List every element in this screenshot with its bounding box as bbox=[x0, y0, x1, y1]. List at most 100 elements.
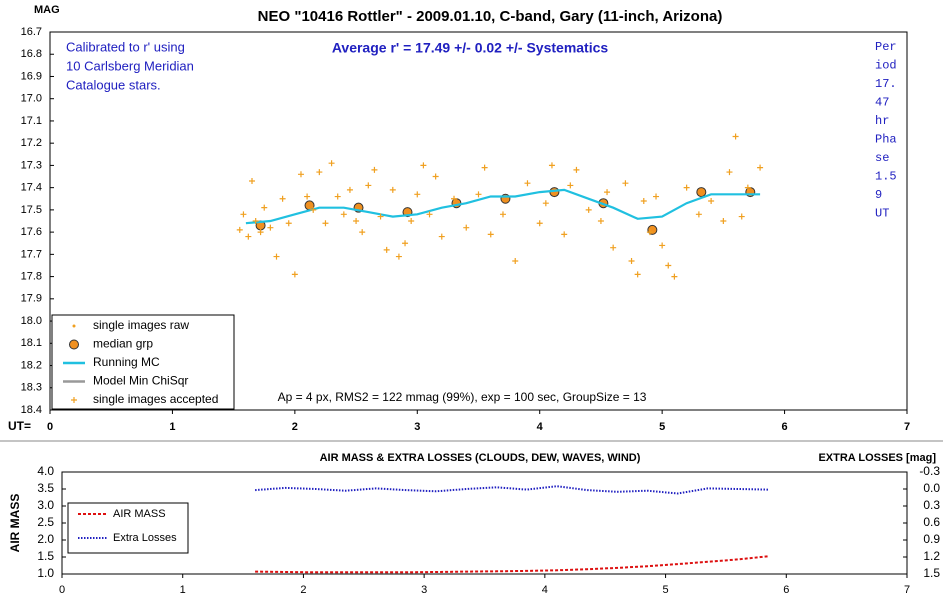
image-point bbox=[475, 191, 482, 198]
y-axis-label: MAG bbox=[34, 4, 60, 16]
median-point bbox=[647, 224, 658, 235]
x-tick-label: 1 bbox=[180, 584, 186, 596]
legend-label: AIR MASS bbox=[113, 508, 166, 520]
legend-label: median grp bbox=[93, 337, 153, 351]
x-tick-label: 4 bbox=[537, 421, 544, 433]
image-point bbox=[659, 242, 666, 249]
period-note: UT bbox=[875, 207, 889, 221]
y-tick-label: 17.9 bbox=[21, 293, 42, 305]
image-point bbox=[481, 164, 488, 171]
image-point bbox=[463, 224, 470, 231]
y-tick-label: 17.3 bbox=[21, 159, 42, 171]
image-point bbox=[628, 258, 635, 265]
x-tick-label: 2 bbox=[292, 421, 298, 433]
image-point bbox=[340, 211, 347, 218]
image-point bbox=[267, 224, 274, 231]
image-point bbox=[420, 162, 427, 169]
y2-axis-label: EXTRA LOSSES [mag] bbox=[818, 452, 936, 464]
image-point bbox=[279, 195, 286, 202]
image-point bbox=[695, 211, 702, 218]
image-point bbox=[671, 273, 678, 280]
image-point bbox=[389, 186, 396, 193]
legend-label: Model Min ChiSqr bbox=[93, 374, 188, 388]
y-tick-label: 16.7 bbox=[21, 26, 42, 38]
image-point bbox=[438, 233, 445, 240]
legend-label: single images accepted bbox=[93, 392, 218, 406]
image-point bbox=[328, 160, 335, 167]
image-point bbox=[708, 197, 715, 204]
image-point bbox=[408, 218, 415, 224]
y-tick-label: 17.1 bbox=[21, 115, 42, 127]
x-tick-label: 7 bbox=[904, 421, 910, 433]
image-point bbox=[561, 231, 568, 238]
image-point bbox=[245, 233, 252, 240]
legend-label: Running MC bbox=[93, 355, 160, 369]
image-point bbox=[316, 169, 323, 176]
image-point bbox=[346, 186, 353, 193]
y-tick-label: 18.2 bbox=[21, 359, 42, 371]
image-point bbox=[432, 173, 439, 180]
image-point bbox=[573, 166, 580, 173]
image-point bbox=[353, 218, 360, 224]
image-point bbox=[487, 231, 494, 238]
y-tick-label: 17.0 bbox=[21, 93, 42, 105]
annotation: Catalogue stars. bbox=[66, 77, 161, 92]
y-tick-label: 2.0 bbox=[37, 532, 54, 546]
image-point bbox=[402, 240, 409, 247]
image-point bbox=[304, 193, 311, 200]
annotation: Average r' = 17.49 +/- 0.02 +/- Systemat… bbox=[332, 40, 609, 56]
x-tick-label: 5 bbox=[663, 584, 669, 596]
x-tick-label: 5 bbox=[659, 421, 665, 433]
y-tick-label: 1.0 bbox=[37, 566, 54, 580]
image-point bbox=[322, 220, 329, 227]
period-note: se bbox=[875, 151, 889, 165]
y-tick-label: 17.8 bbox=[21, 270, 42, 282]
image-point bbox=[236, 226, 243, 233]
legend-label: single images raw bbox=[93, 318, 189, 332]
period-note: 1.5 bbox=[875, 170, 897, 184]
period-note: Per bbox=[875, 40, 897, 54]
image-point bbox=[732, 133, 739, 140]
x-tick-label: 2 bbox=[300, 584, 306, 596]
image-point bbox=[622, 180, 629, 187]
x-tick-label: 6 bbox=[783, 584, 789, 596]
y-tick-label: 17.6 bbox=[21, 226, 42, 238]
x-axis-label: UT= bbox=[8, 419, 31, 433]
legend-swatch bbox=[69, 339, 79, 350]
image-point bbox=[240, 211, 247, 218]
y-tick-label: 18.3 bbox=[21, 382, 42, 394]
image-point bbox=[610, 244, 617, 251]
legend-swatch bbox=[72, 324, 76, 328]
image-point bbox=[646, 229, 653, 236]
period-note: Pha bbox=[875, 133, 897, 147]
image-point bbox=[512, 258, 519, 265]
x-tick-label: 6 bbox=[782, 421, 788, 433]
x-tick-label: 7 bbox=[904, 584, 910, 596]
image-point bbox=[257, 229, 264, 236]
y-tick-label: 17.5 bbox=[21, 204, 42, 216]
image-point bbox=[634, 271, 641, 278]
y2-tick-label: 0.9 bbox=[923, 532, 940, 546]
annotation: Ap = 4 px, RMS2 = 122 mmag (99%), exp = … bbox=[278, 390, 647, 404]
image-point bbox=[395, 253, 402, 260]
y-tick-label: 1.5 bbox=[37, 549, 54, 563]
series-line bbox=[255, 555, 769, 574]
period-note: hr bbox=[875, 114, 889, 128]
image-point bbox=[285, 220, 292, 227]
y2-tick-label: 1.2 bbox=[923, 549, 940, 563]
image-point bbox=[359, 229, 366, 236]
y2-tick-label: 0.3 bbox=[923, 498, 940, 512]
chart-title: NEO "10416 Rottler" - 2009.01.10, C-band… bbox=[258, 8, 723, 25]
image-point bbox=[665, 262, 672, 269]
image-point bbox=[377, 213, 384, 220]
image-point bbox=[371, 166, 378, 173]
image-point bbox=[640, 197, 647, 204]
image-point bbox=[291, 271, 298, 278]
annotation: 10 Carlsberg Meridian bbox=[66, 58, 194, 73]
y-tick-label: 18.1 bbox=[21, 337, 42, 349]
x-tick-label: 3 bbox=[421, 584, 427, 596]
image-point bbox=[597, 218, 604, 224]
image-point bbox=[252, 218, 259, 224]
median-point bbox=[696, 187, 707, 198]
